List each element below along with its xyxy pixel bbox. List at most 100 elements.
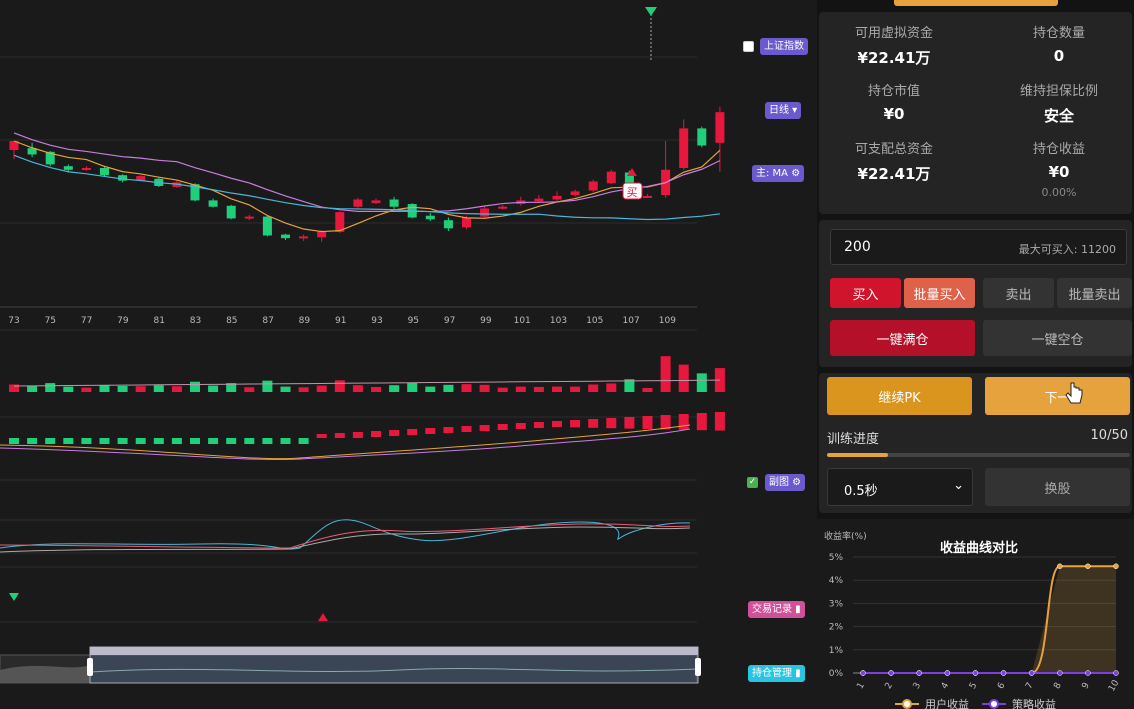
returns-point [1057,563,1063,570]
volume-bar [135,386,146,392]
x-tick-label: 93 [371,316,382,326]
returns-x-tick: 7 [1024,681,1036,691]
macd-bar [696,413,707,431]
x-tick-label: 97 [444,316,455,326]
available-cash-label: 可用虚拟资金 [854,26,933,41]
candle-body [715,112,725,143]
returns-point [888,670,894,676]
candle-body [353,199,363,207]
returns-point [1113,563,1119,570]
macd-bar [81,438,92,444]
candle-body [534,198,544,202]
candle-body [606,171,616,184]
full-position-button[interactable]: 一键满仓 [830,320,975,356]
candle-body [570,191,580,195]
trade-records-button[interactable]: 交易记录 ▮ [748,601,805,618]
kline-chart-area[interactable]: 买 73 75 77 79 81 83 85 87 89 91 93 95 97 99 101 103 105 10… [0,0,808,709]
macd-bar [606,418,617,429]
macd-bar [479,425,490,431]
volume-bar [9,384,19,392]
candle-body [498,206,508,209]
volume-bar [81,387,92,392]
buy-button[interactable]: 买入 [830,278,901,308]
main-indicator-button[interactable]: 主: MA ⚙ [752,165,805,182]
candle-body [462,217,471,228]
switch-stock-button[interactable]: 换股 [985,468,1130,506]
volume-bar [678,364,689,392]
x-tick-label: 75 [45,316,56,326]
x-tick-label: 85 [226,316,237,326]
volume-bar [298,387,309,392]
returns-point [944,670,951,676]
speed-select[interactable]: 0.5秒 ⌄ [827,468,973,506]
macd-bar [208,438,219,444]
volume-bar [153,385,164,392]
empty-position-button[interactable]: 一键空仓 [983,320,1132,356]
ma-line [13,132,721,213]
returns-x-tick: 4 [940,681,952,691]
index-checkbox[interactable] [743,41,754,52]
quantity-input[interactable]: 200 最大可买入: 11200 [830,229,1127,265]
macd-bar [443,427,454,433]
position-pnl-percent: 0.00% [1041,186,1077,199]
returns-x-tick: 6 [996,681,1008,691]
macd-bar [352,432,363,438]
candle-body [45,151,55,165]
candle-body [118,175,128,181]
x-tick-label: 91 [335,316,346,326]
candle-body [643,195,652,198]
volume-bar [515,386,526,392]
quantity-value: 200 [844,239,871,255]
sub-chart-button[interactable]: 副图 ⚙ [765,474,806,491]
candle-body [190,184,200,201]
returns-point [1085,670,1091,676]
volume-bar [316,385,327,392]
volume-bar [45,383,56,392]
macd-bar [316,434,327,438]
candle-body [281,234,290,239]
macd-bar [570,420,581,428]
candle-body [81,168,91,170]
returns-chart: 收益率(%) 收益曲线对比 0% 1% 2% 3% 4% 5% 1 2 3 4 5 6 7 8 9 10 用户收… [824,530,1122,709]
returns-point [860,670,866,676]
macd-bar [9,438,19,444]
x-tick-label: 87 [262,316,273,326]
period-select[interactable]: 日线 ▾ [765,102,802,119]
returns-x-tick: 8 [1052,681,1064,691]
returns-y-tick: 4% [829,576,844,586]
candle-body [100,168,109,176]
macd-bar [588,419,599,428]
continue-pk-button[interactable]: 继续PK [827,377,972,415]
max-buy-text: 最大可买入: 11200 [1018,243,1116,256]
macd-bar [27,438,38,444]
index-button[interactable]: 上证指数 [760,38,808,55]
volume-bar [696,373,707,392]
volume-bar [425,386,436,392]
candle-body [244,216,254,219]
volume-bar [352,385,363,392]
volume-bar [27,385,38,392]
batch-sell-button[interactable]: 批量卖出 [1057,278,1132,308]
position-pnl: 持仓收益 ¥0 0.00% [984,138,1134,199]
kdj-d-line [0,523,691,549]
navigator-window-bar [90,647,698,655]
navigator-track [0,654,698,684]
kline-chart[interactable]: 买 73 75 77 79 81 83 85 87 89 91 93 95 97 99 101 103 105 10… [0,0,740,709]
sub-chart-checkbox[interactable]: ✓ [747,477,758,488]
macd-bar [425,428,436,434]
returns-y-tick: 0% [829,669,844,679]
available-cash-value: ¥22.41万 [857,49,931,67]
progress-text: 10/50 [1090,428,1128,443]
sell-button[interactable]: 卖出 [983,278,1054,308]
candle-body [136,176,146,181]
next-button[interactable]: 下一 [985,377,1130,415]
position-qty-value: 0 [1053,47,1065,65]
candle-body [226,205,236,219]
batch-buy-button[interactable]: 批量买入 [904,278,975,308]
ma-line [13,154,720,221]
volume-bar [171,386,182,392]
positions-button[interactable]: 持仓管理 ▮ [748,665,805,682]
returns-point [916,670,922,676]
volume-bar [533,386,544,392]
top-tab-indicator [894,0,1058,6]
